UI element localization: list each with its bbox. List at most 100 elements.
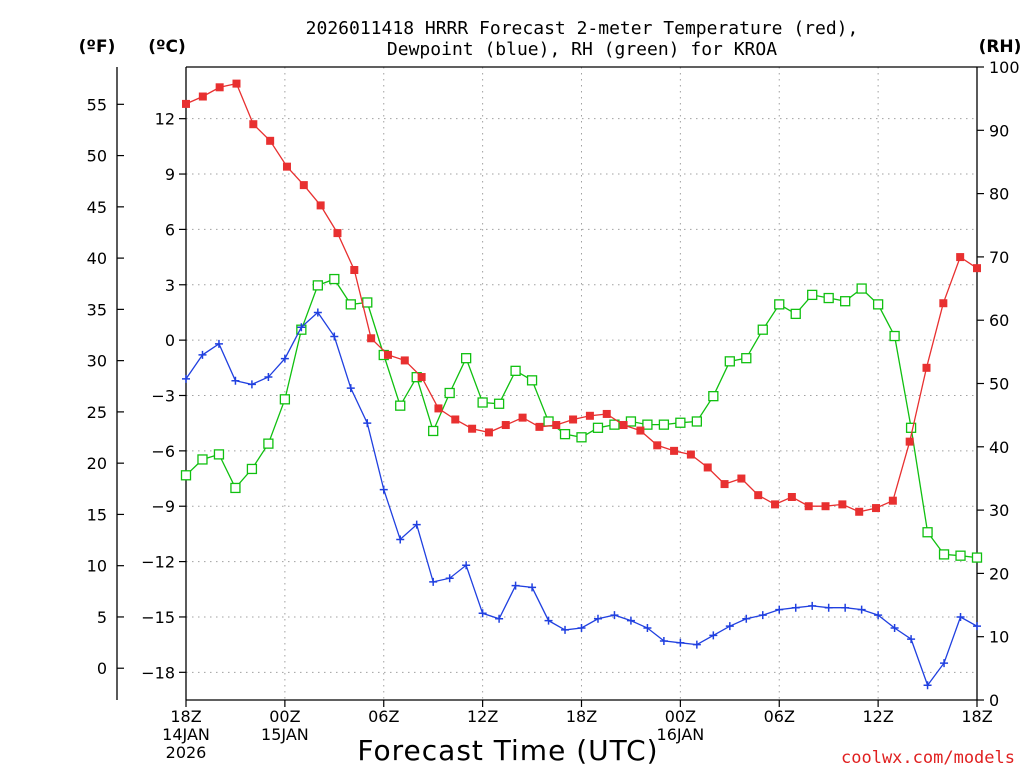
dewpoint-point xyxy=(940,659,949,668)
rh-point xyxy=(592,422,604,433)
celsius-tick-label: 6 xyxy=(165,220,175,239)
rh-point xyxy=(460,353,472,364)
dewpoint-point xyxy=(907,635,916,644)
temperature-point xyxy=(232,79,241,88)
dewpoint-point xyxy=(758,611,767,620)
fahrenheit-tick-label: 45 xyxy=(87,198,107,217)
rh-point xyxy=(493,398,505,409)
rh-tick-label: 0 xyxy=(989,691,999,710)
rh-tick-label: 80 xyxy=(989,185,1009,204)
time-tick-label: 16JAN xyxy=(657,725,705,744)
temperature-point xyxy=(552,421,561,430)
celsius-tick-label: 9 xyxy=(165,165,175,184)
temperature-point xyxy=(804,502,813,511)
dewpoint-point xyxy=(956,612,965,621)
fahrenheit-tick-label: 40 xyxy=(87,249,107,268)
dewpoint-point xyxy=(593,614,602,623)
rh-point xyxy=(395,400,406,411)
temperature-point xyxy=(619,421,628,430)
rh-tick-label: 70 xyxy=(989,248,1009,267)
fahrenheit-tick-label: 30 xyxy=(87,352,107,371)
dewpoint-point xyxy=(561,625,570,634)
rh-point xyxy=(938,549,950,560)
temperature-point xyxy=(350,266,359,275)
rh-point xyxy=(872,299,884,310)
fahrenheit-tick-label: 10 xyxy=(87,557,107,576)
time-tick-label: 12Z xyxy=(862,707,893,726)
rh-unit-label: (RH) xyxy=(979,37,1022,57)
temperature-point xyxy=(417,373,426,382)
rh-tick-label: 10 xyxy=(989,628,1009,647)
temperature-point xyxy=(249,120,258,129)
rh-point xyxy=(444,387,455,399)
dewpoint-point xyxy=(280,354,289,363)
celsius-tick-label: −18 xyxy=(141,663,175,682)
fahrenheit-tick-label: 50 xyxy=(87,147,107,166)
temperature-point xyxy=(754,491,763,500)
dewpoint-point xyxy=(379,485,388,494)
dewpoint-point xyxy=(923,681,932,690)
rh-point xyxy=(526,375,538,386)
temperature-point xyxy=(602,409,611,418)
dewpoint-point xyxy=(495,614,504,623)
rh-point xyxy=(724,356,735,367)
temperature-point xyxy=(535,422,544,431)
dewpoint-point xyxy=(247,380,256,389)
temperature-point xyxy=(299,181,308,190)
time-tick-label: 12Z xyxy=(467,707,498,726)
fahrenheit-tick-label: 55 xyxy=(87,95,107,114)
gridlines xyxy=(186,67,977,700)
temperature-point xyxy=(670,446,679,455)
celsius-tick-label: 0 xyxy=(165,331,175,350)
celsius-axis-ticks: 12 9 6 3 0 −3 −6 −9 −12 −15 −18 xyxy=(141,110,186,682)
dewpoint-point xyxy=(363,419,372,428)
dewpoint-point xyxy=(330,332,339,341)
dewpoint-point xyxy=(511,581,520,590)
dewpoint-point xyxy=(429,577,438,586)
temperature-point xyxy=(855,507,864,516)
rh-point xyxy=(757,324,768,335)
dewpoint-point xyxy=(775,605,784,614)
temperature-point xyxy=(198,92,207,101)
temperature-point xyxy=(771,500,780,509)
rh-point xyxy=(428,425,439,437)
dewpoint-point xyxy=(214,339,223,348)
celsius-tick-label: −3 xyxy=(151,386,175,405)
fahrenheit-unit-label: (ºF) xyxy=(79,37,116,57)
temperature-point xyxy=(434,404,443,413)
celsius-tick-label: −6 xyxy=(151,442,175,461)
rh-point xyxy=(609,419,620,430)
time-tick-label: 18Z xyxy=(566,707,597,726)
rh-point xyxy=(741,353,752,364)
temperature-point xyxy=(451,415,460,424)
dewpoint-point xyxy=(610,611,619,620)
dewpoint-point xyxy=(577,624,586,633)
dewpoint-point xyxy=(396,535,405,544)
temperature-point xyxy=(838,500,847,509)
temperature-point xyxy=(585,411,594,420)
rh-point xyxy=(543,416,554,427)
rh-point xyxy=(774,299,785,310)
rh-point xyxy=(658,419,670,430)
temperature-point xyxy=(888,496,897,505)
rh-point xyxy=(790,308,801,320)
temperature-point xyxy=(182,99,190,108)
dewpoint-point xyxy=(478,609,487,618)
temperature-point xyxy=(703,463,712,472)
rh-tick-label: 50 xyxy=(989,375,1009,394)
rh-series xyxy=(180,273,983,563)
rh-point xyxy=(246,463,258,475)
temperature-point xyxy=(518,413,527,422)
celsius-tick-label: 12 xyxy=(155,110,175,129)
dewpoint-point xyxy=(264,373,273,382)
dewpoint-point xyxy=(857,605,866,614)
rh-point xyxy=(840,296,851,307)
axes xyxy=(116,66,978,701)
rh-point xyxy=(559,428,571,440)
time-tick-label: 00Z xyxy=(665,707,696,726)
temperature-point xyxy=(821,502,830,511)
dewpoint-point xyxy=(824,603,833,612)
dewpoint-point xyxy=(313,308,322,317)
dewpoint-series xyxy=(182,308,981,690)
